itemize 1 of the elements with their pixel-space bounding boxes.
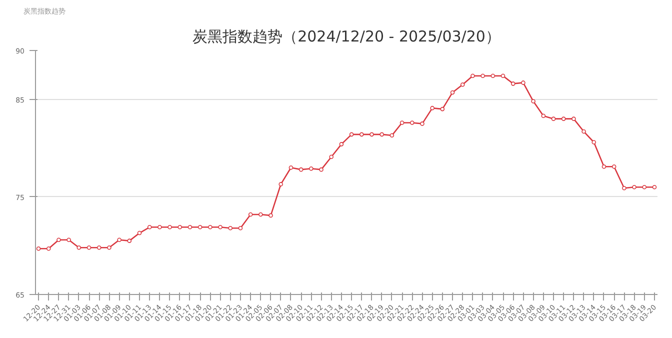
chart-title: 炭黑指数趋势（2024/12/20 - 2025/03/20）	[192, 28, 500, 46]
